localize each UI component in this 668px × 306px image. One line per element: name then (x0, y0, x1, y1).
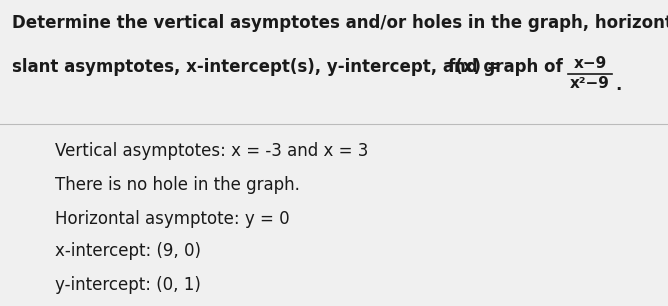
Text: slant asymptotes, x-intercept(s), y-intercept, and graph of: slant asymptotes, x-intercept(s), y-inte… (12, 58, 568, 76)
Text: y-intercept: (0, 1): y-intercept: (0, 1) (55, 276, 201, 294)
Text: x-intercept: (9, 0): x-intercept: (9, 0) (55, 242, 201, 260)
Text: x²−9: x²−9 (570, 76, 610, 91)
Text: f(x) =: f(x) = (448, 58, 500, 76)
Text: x−9: x−9 (573, 56, 607, 71)
Text: Horizontal asymptote: y = 0: Horizontal asymptote: y = 0 (55, 210, 290, 228)
Text: There is no hole in the graph.: There is no hole in the graph. (55, 176, 300, 194)
Text: .: . (615, 76, 621, 94)
Text: Determine the vertical asymptotes and/or holes in the graph, horizontal or: Determine the vertical asymptotes and/or… (12, 14, 668, 32)
Text: Vertical asymptotes: x = -3 and x = 3: Vertical asymptotes: x = -3 and x = 3 (55, 142, 368, 160)
